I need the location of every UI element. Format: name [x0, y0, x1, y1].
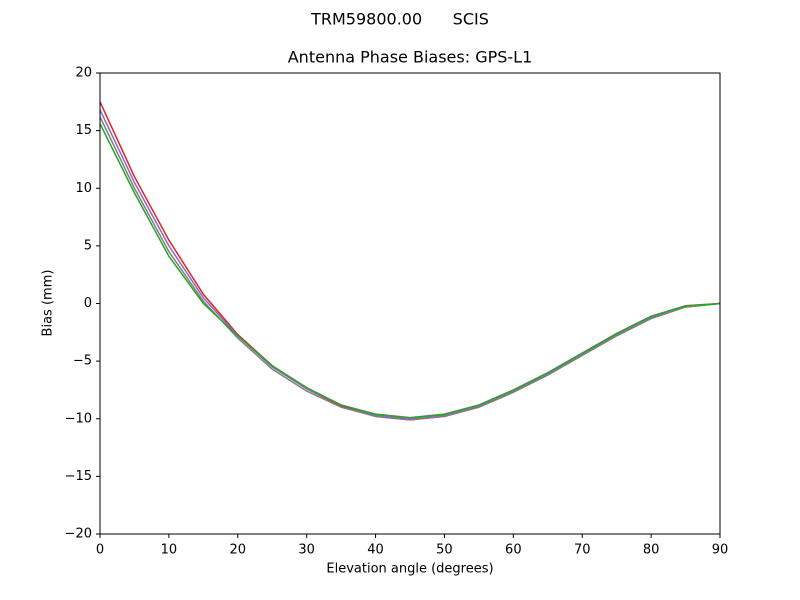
x-axis-label: Elevation angle (degrees) — [326, 562, 493, 577]
series-line — [99, 116, 721, 421]
x-tick-label: 20 — [230, 543, 247, 558]
chart-title: Antenna Phase Biases: GPS-L1 — [288, 48, 533, 67]
y-tick-label: 10 — [75, 181, 92, 196]
y-tick-label: −15 — [65, 469, 92, 484]
y-tick-label: −20 — [65, 527, 92, 542]
x-tick-label: 0 — [96, 543, 104, 558]
series-line — [99, 123, 721, 419]
x-tick-label: 70 — [574, 543, 591, 558]
y-axis-label: Bias (mm) — [41, 270, 56, 337]
y-tick-label: 20 — [75, 66, 92, 81]
y-tick-label: −5 — [73, 354, 92, 369]
x-tick-label: 90 — [712, 543, 729, 558]
x-tick-label: 40 — [367, 543, 384, 558]
y-tick-label: 15 — [75, 123, 92, 138]
x-tick-label: 50 — [436, 543, 453, 558]
x-tick-label: 60 — [505, 543, 522, 558]
chart-suptitle: TRM59800.00 SCIS — [310, 10, 489, 29]
x-tick-label: 10 — [161, 543, 178, 558]
y-tick-label: 0 — [84, 296, 92, 311]
series-line — [99, 101, 721, 421]
series-line — [99, 109, 721, 420]
y-tick-label: 5 — [84, 238, 92, 253]
x-tick-label: 30 — [298, 543, 315, 558]
x-tick-label: 80 — [643, 543, 660, 558]
y-tick-label: −10 — [65, 411, 92, 426]
plot-frame — [99, 72, 721, 535]
